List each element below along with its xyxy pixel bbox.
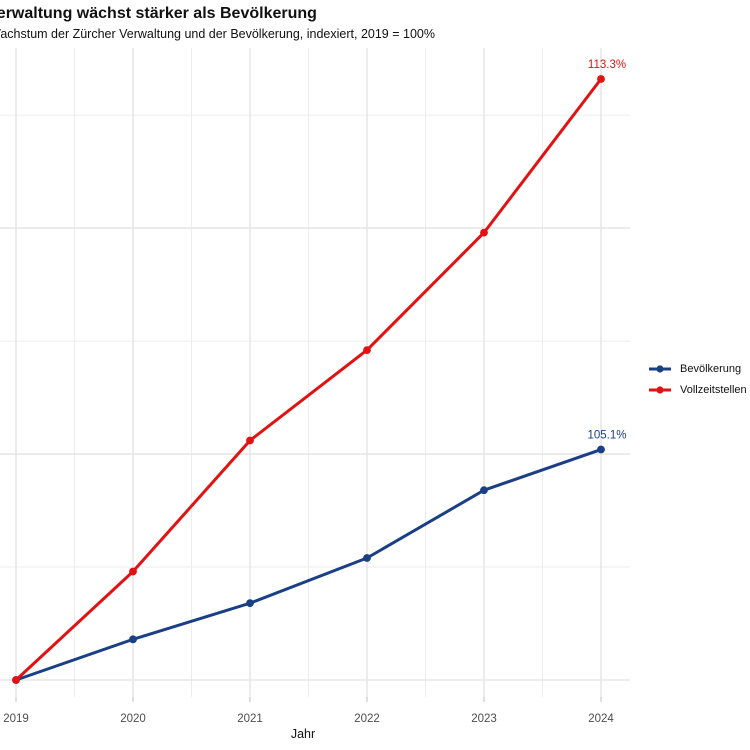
data-point	[480, 228, 488, 237]
legend-item-vollzeitstellen: Vollzeitstellen Verwaltung	[648, 384, 750, 396]
chart-subtitle: Wachstum der Zürcher Verwaltung und der …	[0, 27, 435, 41]
series-line-bev-lkerung	[14, 448, 603, 682]
series-line-vollzeitstellen-verwaltung	[14, 77, 603, 682]
legend-label-bevoelkerung: Bevölkerung	[680, 363, 742, 375]
x-axis-tick-label: 2020	[120, 713, 146, 725]
data-point	[597, 445, 605, 454]
data-point	[363, 346, 371, 355]
data-point	[246, 436, 254, 445]
data-point	[480, 486, 488, 495]
chart-legend: Bevölkerung Vollzeitstellen Verwaltung	[648, 363, 750, 396]
chart-title: Verwaltung wächst stärker als Bevölkerun…	[0, 5, 317, 22]
legend-label-vollzeitstellen: Vollzeitstellen Verwaltung	[680, 384, 750, 396]
x-axis-tick-label: 2023	[471, 713, 497, 725]
series-end-label: 105.1%	[587, 430, 626, 442]
data-point	[246, 599, 254, 608]
x-axis-tick-label: 2021	[237, 713, 263, 725]
data-point	[129, 635, 137, 644]
legend-item-bevoelkerung: Bevölkerung	[648, 363, 750, 375]
legend-key-dot	[656, 365, 664, 373]
x-axis-tick-label: 2019	[3, 713, 29, 725]
data-point	[597, 75, 605, 83]
data-point	[363, 554, 371, 562]
x-axis-title: Jahr	[290, 727, 316, 741]
x-axis-tick-label: 2024	[588, 713, 614, 725]
legend-key-dot	[656, 386, 664, 394]
x-axis-tick-label: 2022	[354, 713, 380, 725]
data-point	[12, 676, 20, 684]
data-point	[129, 567, 137, 576]
legend-line-dot-icon	[649, 365, 671, 373]
series-end-label: 113.3%	[588, 59, 626, 71]
legend-line-dot-icon	[649, 386, 671, 394]
